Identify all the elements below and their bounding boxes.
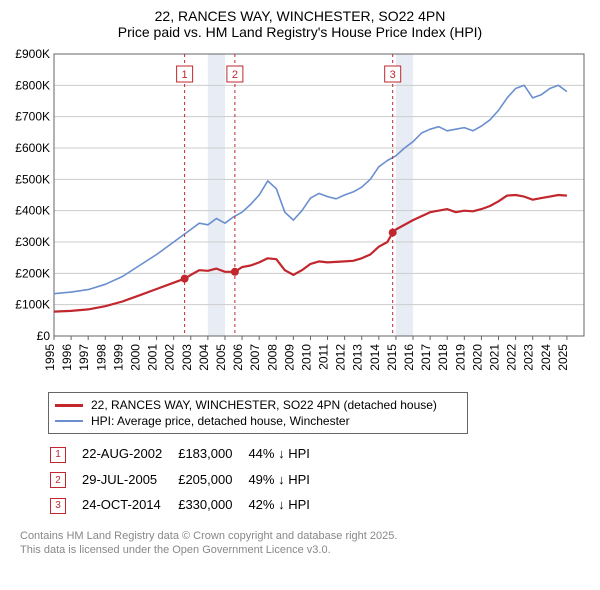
svg-text:£200K: £200K bbox=[15, 266, 50, 280]
marker-price: £205,000 bbox=[178, 468, 246, 492]
svg-text:2008: 2008 bbox=[265, 344, 279, 371]
svg-text:2019: 2019 bbox=[453, 344, 467, 371]
chart-title-sub: Price paid vs. HM Land Registry's House … bbox=[10, 24, 590, 40]
svg-text:2005: 2005 bbox=[214, 344, 228, 371]
svg-text:1996: 1996 bbox=[60, 344, 74, 371]
svg-text:2: 2 bbox=[232, 69, 238, 81]
svg-text:2001: 2001 bbox=[146, 344, 160, 371]
svg-text:2013: 2013 bbox=[351, 344, 365, 371]
svg-text:2006: 2006 bbox=[231, 344, 245, 371]
svg-text:2022: 2022 bbox=[505, 344, 519, 371]
marker-table: 1 22-AUG-2002£183,00044% ↓ HPI 2 29-JUL-200… bbox=[48, 440, 326, 519]
svg-text:£400K: £400K bbox=[15, 204, 50, 218]
svg-text:£300K: £300K bbox=[15, 235, 50, 249]
legend-swatch-2 bbox=[55, 420, 83, 422]
svg-text:2011: 2011 bbox=[317, 344, 331, 370]
marker-delta: 49% ↓ HPI bbox=[248, 468, 323, 492]
svg-text:2023: 2023 bbox=[522, 344, 536, 371]
svg-text:2018: 2018 bbox=[436, 344, 450, 371]
svg-text:£700K: £700K bbox=[15, 110, 50, 124]
marker-row: 1 22-AUG-2002£183,00044% ↓ HPI bbox=[50, 442, 324, 466]
footer-line-1: Contains HM Land Registry data © Crown c… bbox=[20, 529, 590, 543]
legend-row-1: 22, RANCES WAY, WINCHESTER, SO22 4PN (de… bbox=[55, 397, 461, 413]
svg-text:2007: 2007 bbox=[248, 344, 262, 371]
legend-row-2: HPI: Average price, detached house, Winc… bbox=[55, 413, 461, 429]
marker-id-box: 1 bbox=[50, 447, 66, 463]
svg-text:2003: 2003 bbox=[180, 344, 194, 371]
marker-price: £183,000 bbox=[178, 442, 246, 466]
footer-line-2: This data is licensed under the Open Gov… bbox=[20, 543, 590, 557]
marker-delta: 44% ↓ HPI bbox=[248, 442, 323, 466]
svg-text:2009: 2009 bbox=[282, 344, 296, 371]
marker-id-box: 2 bbox=[50, 472, 66, 488]
marker-row: 2 29-JUL-2005£205,00049% ↓ HPI bbox=[50, 468, 324, 492]
svg-text:2000: 2000 bbox=[128, 344, 142, 371]
svg-text:2014: 2014 bbox=[368, 344, 382, 371]
svg-text:1: 1 bbox=[182, 69, 188, 81]
svg-text:1998: 1998 bbox=[94, 344, 108, 371]
chart-title-main: 22, RANCES WAY, WINCHESTER, SO22 4PN bbox=[10, 8, 590, 24]
svg-text:2002: 2002 bbox=[163, 344, 177, 371]
legend-swatch-1 bbox=[55, 404, 83, 407]
svg-text:3: 3 bbox=[390, 69, 396, 81]
marker-date: 24-OCT-2014 bbox=[82, 493, 176, 517]
price-chart: £0 £100K £200K £300K £400K £500K £600K £700K £80… bbox=[10, 46, 590, 386]
marker-delta: 42% ↓ HPI bbox=[248, 493, 323, 517]
svg-text:2016: 2016 bbox=[402, 344, 416, 371]
svg-text:2025: 2025 bbox=[556, 344, 570, 371]
svg-text:£500K: £500K bbox=[15, 172, 50, 186]
svg-text:2024: 2024 bbox=[539, 344, 553, 371]
svg-text:2021: 2021 bbox=[488, 344, 502, 371]
svg-text:2017: 2017 bbox=[419, 344, 433, 371]
legend-label-1: 22, RANCES WAY, WINCHESTER, SO22 4PN (de… bbox=[91, 397, 437, 413]
svg-text:£900K: £900K bbox=[15, 47, 50, 61]
marker-row: 3 24-OCT-2014£330,00042% ↓ HPI bbox=[50, 493, 324, 517]
svg-text:£0: £0 bbox=[37, 329, 51, 343]
svg-text:2004: 2004 bbox=[197, 344, 211, 371]
chart-container: £0 £100K £200K £300K £400K £500K £600K £700K £80… bbox=[10, 46, 590, 386]
marker-date: 22-AUG-2002 bbox=[82, 442, 176, 466]
marker-date: 29-JUL-2005 bbox=[82, 468, 176, 492]
svg-text:1999: 1999 bbox=[111, 344, 125, 371]
svg-text:1995: 1995 bbox=[43, 344, 57, 371]
svg-text:£100K: £100K bbox=[15, 298, 50, 312]
svg-text:2020: 2020 bbox=[470, 344, 484, 371]
svg-text:£800K: £800K bbox=[15, 78, 50, 92]
svg-text:2012: 2012 bbox=[334, 344, 348, 371]
svg-text:2015: 2015 bbox=[385, 344, 399, 371]
svg-text:£600K: £600K bbox=[15, 141, 50, 155]
marker-id-box: 3 bbox=[50, 498, 66, 514]
chart-title-block: 22, RANCES WAY, WINCHESTER, SO22 4PN Pri… bbox=[10, 8, 590, 40]
legend-label-2: HPI: Average price, detached house, Winc… bbox=[91, 413, 350, 429]
legend: 22, RANCES WAY, WINCHESTER, SO22 4PN (de… bbox=[48, 392, 468, 434]
marker-price: £330,000 bbox=[178, 493, 246, 517]
svg-text:2010: 2010 bbox=[299, 344, 313, 371]
svg-text:1997: 1997 bbox=[77, 344, 91, 371]
footer-attribution: Contains HM Land Registry data © Crown c… bbox=[20, 529, 590, 557]
